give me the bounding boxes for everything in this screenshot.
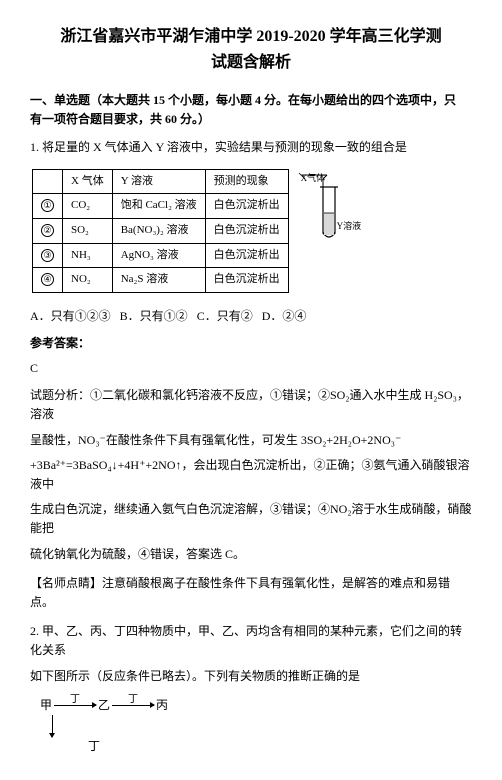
option-b: B．只有①② <box>120 309 188 323</box>
answer-letter: C <box>30 359 472 378</box>
explain-line: +3Ba²⁺=3BaSO₄↓+4H⁺+2NO↑，会出现白色沉淀析出，②正确；③氨… <box>30 456 472 494</box>
experiment-table: X 气体 Y 溶液 预测的现象 ① CO₂ 饱和 CaCl₂ 溶液 白色沉淀析出… <box>32 169 289 293</box>
explain-line: 硫化钠氧化为硫酸，④错误，答案选 C。 <box>30 545 472 564</box>
tube-label-top: X气体 <box>301 171 361 185</box>
circled-3: ③ <box>41 249 54 262</box>
cell-y: AgNO₃ 溶液 <box>112 243 205 268</box>
table-cell-wrap: X 气体 Y 溶液 预测的现象 ① CO₂ 饱和 CaCl₂ 溶液 白色沉淀析出… <box>32 169 289 305</box>
node-yi: 乙 <box>98 696 110 715</box>
circled-2: ② <box>41 224 54 237</box>
question-1-layout: X 气体 Y 溶液 预测的现象 ① CO₂ 饱和 CaCl₂ 溶液 白色沉淀析出… <box>30 167 359 307</box>
node-ding: 丁 <box>88 737 100 756</box>
row-num: ④ <box>33 268 63 293</box>
table-row: ④ NO₂ Na₂S 溶液 白色沉淀析出 <box>33 268 289 293</box>
cell-y: 饱和 CaCl₂ 溶液 <box>112 194 205 219</box>
answer-heading: 参考答案： <box>30 334 472 353</box>
reaction-diagram: 甲 丁 乙 丁 丙 丁 <box>40 696 472 756</box>
cell-r: 白色沉淀析出 <box>205 194 288 219</box>
reaction-row-mid <box>46 715 472 737</box>
table-row: ① CO₂ 饱和 CaCl₂ 溶液 白色沉淀析出 <box>33 194 289 219</box>
arrow-label-ding: 丁 <box>70 692 80 708</box>
cell-r: 白色沉淀析出 <box>205 268 288 293</box>
arrow-icon: 丁 <box>112 705 154 706</box>
tube-label-right: Y溶液 <box>337 219 397 233</box>
question-1-text: 1. 将足量的 X 气体通入 Y 溶液中，实验结果与预测的现象一致的组合是 <box>30 138 472 157</box>
explain-line: 试题分析：①二氧化碳和氯化钙溶液不反应，①错误；②SO₂通入水中生成 H₂SO₃… <box>30 386 472 424</box>
reaction-row-top: 甲 丁 乙 丁 丙 <box>40 696 472 715</box>
col-blank <box>33 169 63 194</box>
arrow-down-icon <box>52 715 53 737</box>
section-head-l1: 一、单选题（本大题共 15 个小题，每小题 4 分。在每小题给出的四个选项中，只 <box>30 93 456 107</box>
table-row: X 气体 Y 溶液 预测的现象 <box>33 169 289 194</box>
arrow-label-ding: 丁 <box>128 692 138 708</box>
cell-y: Na₂S 溶液 <box>112 268 205 293</box>
cell-r: 白色沉淀析出 <box>205 218 288 243</box>
cell-x: NO₂ <box>63 268 113 293</box>
option-c: C．只有② <box>197 309 253 323</box>
page-title: 浙江省嘉兴市平湖乍浦中学 2019-2020 学年高三化学测 试题含解析 <box>30 24 472 75</box>
option-a: A．只有①②③ <box>30 309 111 323</box>
explanation-block: 试题分析：①二氧化碳和氯化钙溶液不反应，①错误；②SO₂通入水中生成 H₂SO₃… <box>30 386 472 564</box>
title-line-2: 试题含解析 <box>211 54 291 71</box>
circled-4: ④ <box>41 273 54 286</box>
option-d: D．②④ <box>262 309 307 323</box>
question-2-l1: 2. 甲、乙、丙、丁四种物质中，甲、乙、丙均含有相同的某种元素，它们之间的转化关… <box>30 622 472 660</box>
question-2-l2: 如下图所示（反应条件已略去）。下列有关物质的推断正确的是 <box>30 667 472 686</box>
cell-r: 白色沉淀析出 <box>205 243 288 268</box>
circled-1: ① <box>41 199 54 212</box>
tube-diagram-cell: X气体 Y溶液 <box>291 169 357 305</box>
section-head-l2: 有一项符合题目要求，共 60 分。） <box>30 112 210 126</box>
reaction-row-bottom: 丁 <box>88 737 472 756</box>
col-y: Y 溶液 <box>112 169 205 194</box>
table-row: ② SO₂ Ba(NO₃)₂ 溶液 白色沉淀析出 <box>33 218 289 243</box>
explain-line: 呈酸性，NO₃⁻在酸性条件下具有强氧化性，可发生 3SO₂+2H₂O+2NO₃⁻ <box>30 431 472 450</box>
node-jia: 甲 <box>40 696 52 715</box>
question-2-block: 2. 甲、乙、丙、丁四种物质中，甲、乙、丙均含有相同的某种元素，它们之间的转化关… <box>30 622 472 686</box>
arrow-icon: 丁 <box>54 705 96 706</box>
row-num: ② <box>33 218 63 243</box>
col-x: X 气体 <box>63 169 113 194</box>
explain-line: 生成白色沉淀，继续通入氨气白色沉淀溶解，③错误；④NO₂溶于水生成硝酸，硝酸能把 <box>30 500 472 538</box>
cell-x: CO₂ <box>63 194 113 219</box>
cell-y: Ba(NO₃)₂ 溶液 <box>112 218 205 243</box>
answer-options: A．只有①②③ B．只有①② C．只有② D．②④ <box>30 307 472 326</box>
title-line-1: 浙江省嘉兴市平湖乍浦中学 2019-2020 学年高三化学测 <box>60 28 441 45</box>
col-result: 预测的现象 <box>205 169 288 194</box>
teacher-note: 【名师点睛】注意硝酸根离子在酸性条件下具有强氧化性，是解答的难点和易错点。 <box>30 574 472 612</box>
row-num: ③ <box>33 243 63 268</box>
table-row: ③ NH₃ AgNO₃ 溶液 白色沉淀析出 <box>33 243 289 268</box>
cell-x: NH₃ <box>63 243 113 268</box>
cell-x: SO₂ <box>63 218 113 243</box>
section-heading: 一、单选题（本大题共 15 个小题，每小题 4 分。在每小题给出的四个选项中，只… <box>30 91 472 129</box>
row-num: ① <box>33 194 63 219</box>
node-bing: 丙 <box>156 696 168 715</box>
